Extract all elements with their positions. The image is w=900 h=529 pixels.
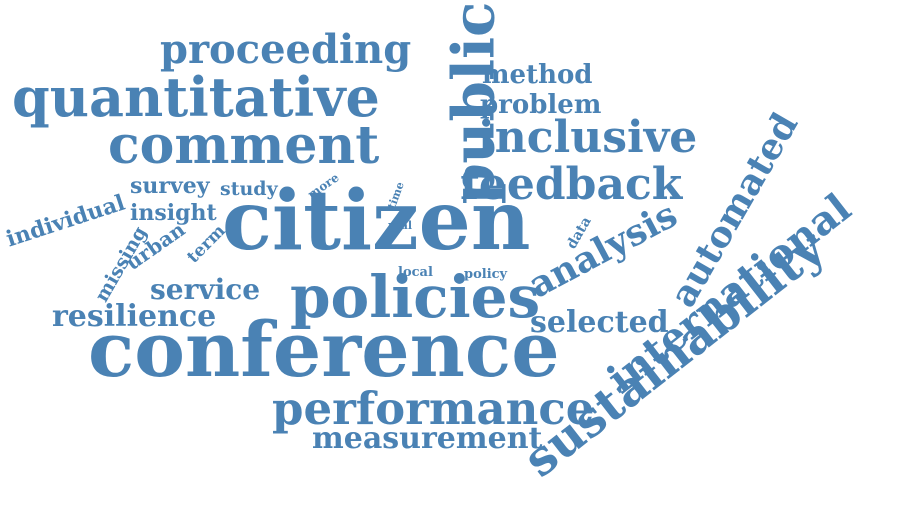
word-resilience: resilience xyxy=(52,299,217,334)
word-analysis: analysis xyxy=(521,193,685,307)
word-policies: policies xyxy=(290,263,541,331)
word-problem: problem xyxy=(480,90,602,120)
word-proceeding: proceeding xyxy=(160,26,412,73)
word-comment: comment xyxy=(108,115,380,176)
word-policy: policy xyxy=(464,267,508,282)
word-study: study xyxy=(220,178,278,200)
word-citizen: citizen xyxy=(222,173,531,269)
word-quantitative: quantitative xyxy=(12,65,380,129)
word-real: real xyxy=(388,219,413,232)
word-selected: selected xyxy=(530,305,669,340)
word-measurement: measurement xyxy=(312,421,543,456)
word-inclusive: inclusive xyxy=(478,112,698,163)
word-method: method xyxy=(482,60,593,90)
word-local: local xyxy=(398,265,433,280)
word-service: service xyxy=(150,273,261,306)
word-individual: individual xyxy=(2,189,129,253)
word-performance: performance xyxy=(272,382,595,435)
word-survey: survey xyxy=(130,173,210,199)
word-feedback: feedback xyxy=(460,159,683,210)
word-conference: conference xyxy=(88,305,560,394)
word-insight: insight xyxy=(130,200,217,226)
